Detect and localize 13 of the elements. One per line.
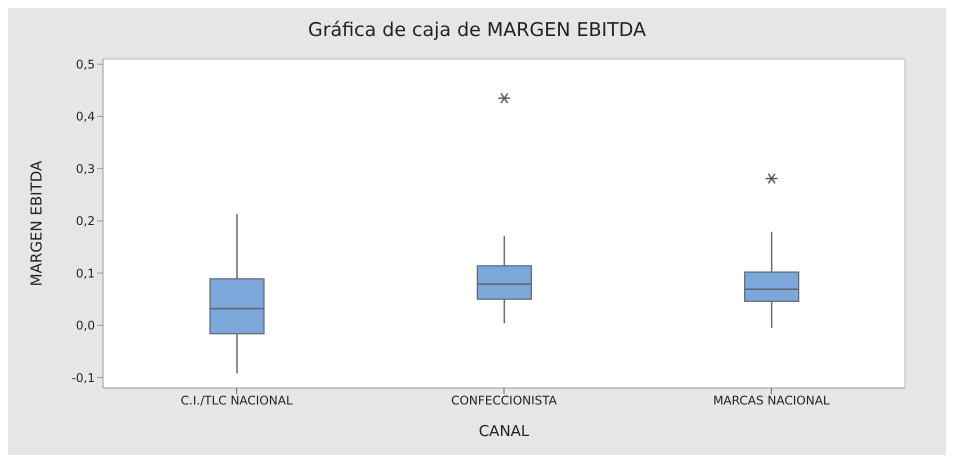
y-tick-label: 0,4 bbox=[76, 110, 95, 124]
y-tick-label: 0,5 bbox=[76, 57, 95, 72]
y-tick-label: 0,3 bbox=[76, 162, 95, 176]
y-axis-title: MARGEN EBITDA bbox=[27, 160, 46, 286]
x-tick-label: MARCAS NACIONAL bbox=[713, 394, 830, 408]
x-tick-label: C.I./TLC NACIONAL bbox=[180, 394, 293, 408]
y-tick-label: 0,0 bbox=[76, 318, 95, 333]
y-tick-label: 0,1 bbox=[76, 266, 95, 280]
y-tick-label: 0,2 bbox=[76, 214, 95, 228]
x-axis-title: CANAL bbox=[478, 422, 530, 440]
chart-title: Gráfica de caja de MARGEN EBITDA bbox=[306, 18, 648, 43]
x-tick-label: CONFECCIONISTA bbox=[451, 394, 558, 408]
y-tick-label: -0,1 bbox=[72, 370, 95, 385]
